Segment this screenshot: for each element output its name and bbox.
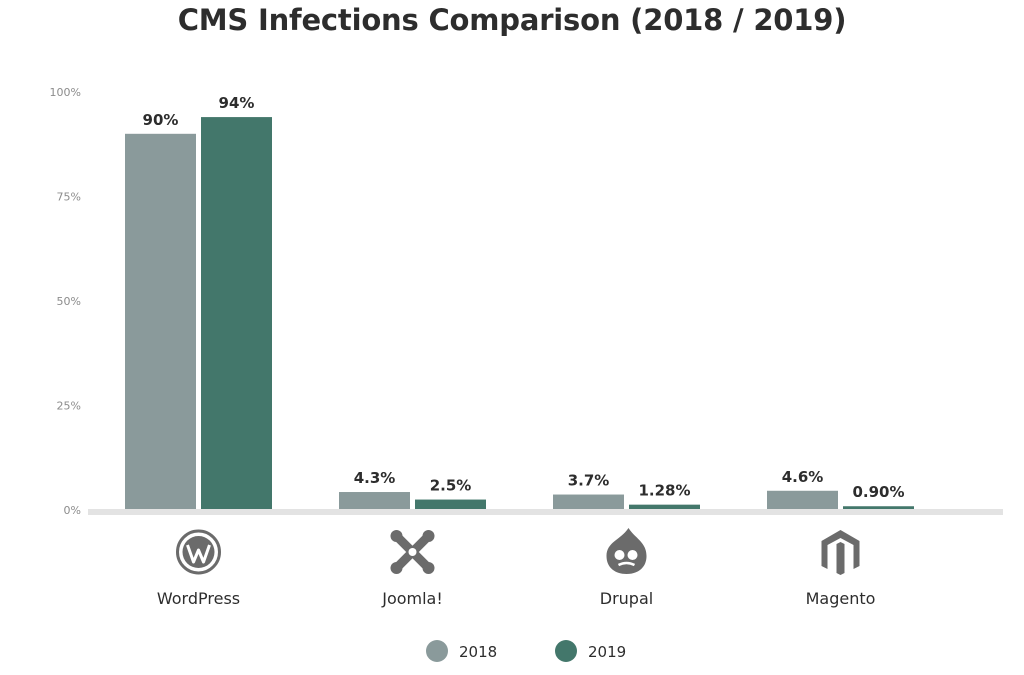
data-label: 1.28%	[638, 482, 690, 500]
data-label: 0.90%	[852, 483, 904, 501]
bars	[125, 117, 914, 511]
x-axis-label: Magento	[806, 589, 876, 608]
legend-swatch-2018	[426, 640, 448, 662]
chart-title: CMS Infections Comparison (2018 / 2019)	[177, 3, 847, 37]
bar-magento-2018	[767, 490, 838, 510]
x-axis-label: Drupal	[600, 589, 653, 608]
data-label: 4.3%	[354, 469, 396, 487]
x-axis-label: WordPress	[157, 589, 240, 608]
y-tick-label: 50%	[57, 295, 81, 308]
y-tick-label: 100%	[50, 86, 81, 99]
bar-drupal-2019	[629, 504, 700, 510]
joomla-logo-icon	[390, 530, 435, 574]
category-icons	[176, 528, 860, 575]
bar-drupal-2018	[553, 494, 624, 510]
legend-label-2019: 2019	[588, 643, 626, 661]
y-tick-label: 75%	[57, 191, 81, 204]
drupal-logo-icon	[606, 528, 647, 574]
data-label: 90%	[143, 111, 179, 129]
data-label: 94%	[219, 94, 255, 112]
y-tick-label: 0%	[64, 504, 81, 517]
bar-wordpress-2018	[125, 133, 196, 511]
legend-label-2018: 2018	[459, 643, 497, 661]
data-label: 2.5%	[430, 477, 472, 495]
bar-magento-2019	[843, 506, 914, 510]
x-axis-labels: WordPress Joomla! Drupal Magento	[157, 589, 876, 608]
bar-wordpress-2019	[201, 117, 272, 510]
legend-swatch-2019	[555, 640, 577, 662]
x-axis-baseline	[88, 509, 1003, 515]
bar-joomla-2019	[415, 499, 486, 510]
magento-logo-icon	[821, 530, 860, 575]
bar-joomla-2018	[339, 492, 410, 510]
data-labels: 90% 94% 4.3% 2.5% 3.7% 1.28% 4.6% 0.90%	[143, 94, 905, 501]
data-label: 3.7%	[568, 472, 610, 490]
y-tick-label: 25%	[57, 400, 81, 413]
legend: 2018 2019	[426, 640, 626, 662]
y-axis-ticks: 0% 25% 50% 75% 100%	[50, 86, 81, 517]
wordpress-logo-icon	[176, 529, 221, 575]
data-label: 4.6%	[782, 468, 824, 486]
x-axis-label: Joomla!	[381, 589, 443, 608]
